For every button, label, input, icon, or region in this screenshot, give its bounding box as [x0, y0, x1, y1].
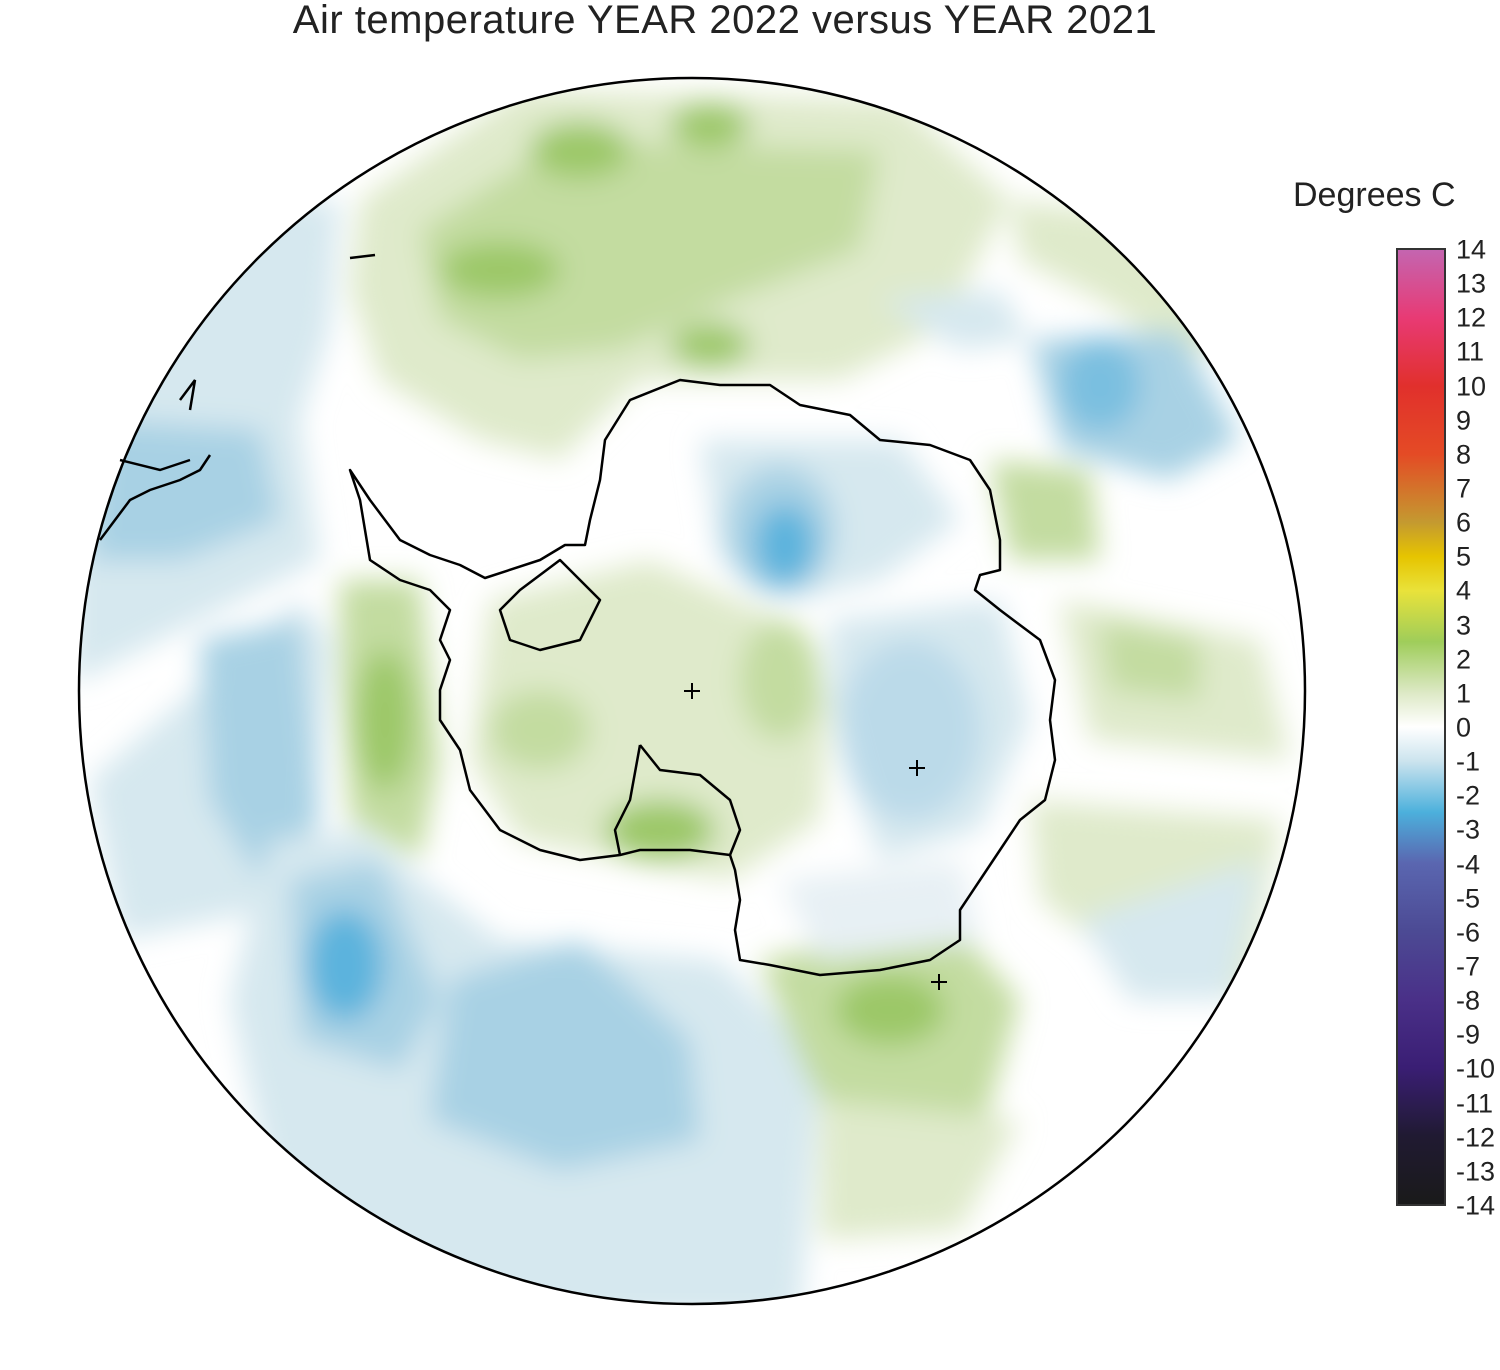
colorbar-tick-label: -9: [1456, 1019, 1481, 1050]
colorbar-tick-label: 2: [1456, 644, 1472, 675]
colorbar-tick-label: -8: [1456, 985, 1481, 1016]
colorbar-tick-label: 5: [1456, 541, 1472, 572]
colorbar-tick-label: -2: [1456, 780, 1481, 811]
colorbar-tick-label: -4: [1456, 849, 1481, 880]
colorbar-tick-label: -11: [1456, 1088, 1494, 1119]
colorbar-tick-label: 10: [1456, 371, 1487, 402]
south-america-coastline: [99, 253, 376, 541]
colorbar-tick-label: 0: [1456, 712, 1472, 743]
colorbar-tick-label: -3: [1456, 814, 1481, 845]
colorbar-tick-label: -12: [1456, 1122, 1496, 1153]
colorbar-tick-label: -1: [1456, 746, 1481, 777]
antarctica-coastline: [348, 378, 1057, 977]
colorbar-tick-label: -10: [1456, 1053, 1496, 1084]
colorbar-tick-label: 3: [1456, 610, 1472, 641]
colorbar-tick-label: -5: [1456, 883, 1481, 914]
colorbar-tick-label: 11: [1456, 336, 1485, 367]
map-border: [77, 76, 1307, 1306]
colorbar-tick-label: 14: [1456, 234, 1487, 265]
colorbar-tick-label: -7: [1456, 951, 1481, 982]
map-title: Air temperature YEAR 2022 versus YEAR 20…: [292, 0, 1158, 42]
colorbar-tick-label: -6: [1456, 917, 1481, 948]
colorbar-tick-label: 8: [1456, 439, 1472, 470]
legend-title: Degrees C: [1293, 176, 1456, 214]
colorbar-tick-label: 6: [1456, 507, 1472, 538]
colorbar-tick-label: 7: [1456, 473, 1472, 504]
colorbar-tick-label: 12: [1456, 302, 1487, 333]
colorbar-tick-label: 9: [1456, 405, 1472, 436]
colorbar-tick-label: -14: [1456, 1190, 1496, 1221]
colorbar-tick-label: -13: [1456, 1156, 1496, 1187]
colorbar-tick-label: 1: [1456, 678, 1472, 709]
colorbar-tick-label: 13: [1456, 268, 1487, 299]
colorbar-tick-label: 4: [1456, 575, 1472, 606]
plus-markers: [684, 683, 947, 990]
colorbar: [1396, 248, 1446, 1206]
